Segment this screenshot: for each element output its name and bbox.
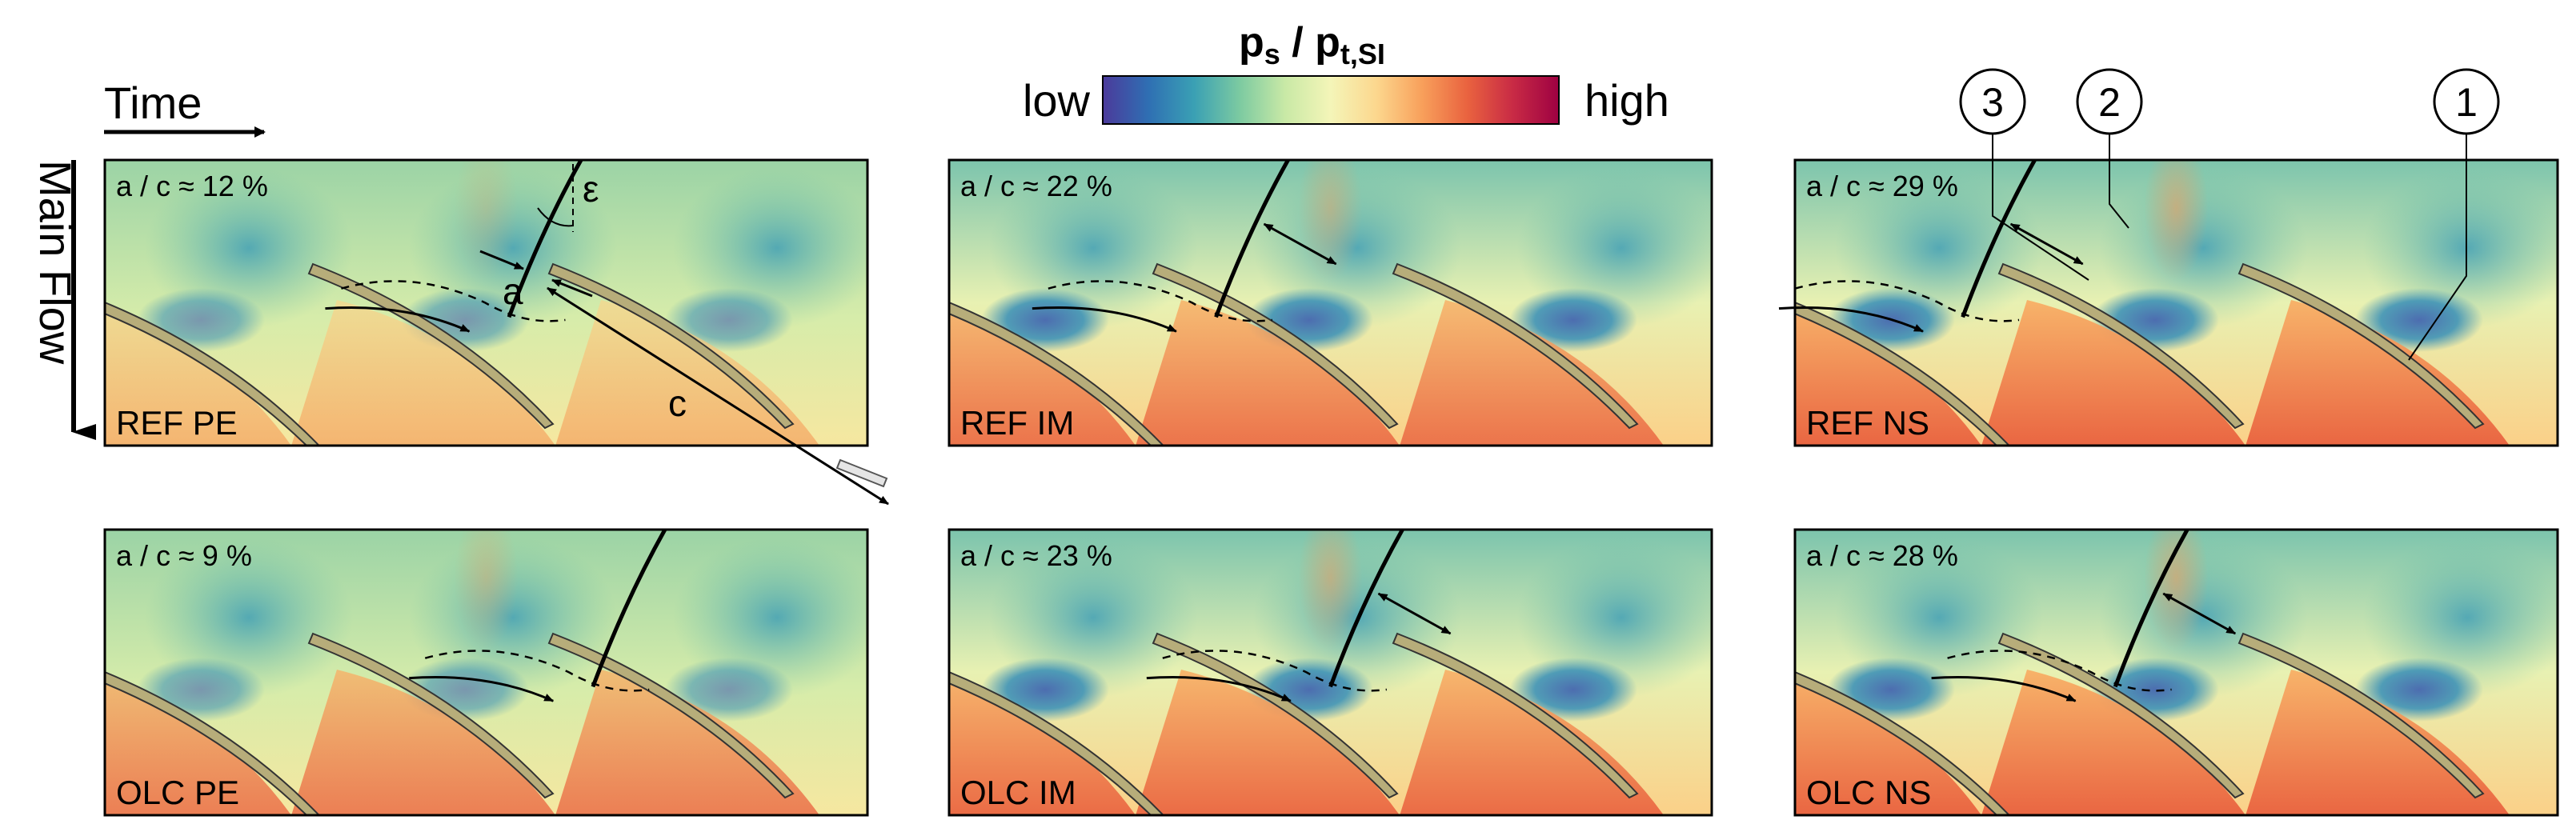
a-arrow-left	[479, 250, 524, 270]
separation-line	[1794, 280, 2020, 322]
flow-field	[105, 530, 867, 815]
panel-frame	[103, 528, 869, 817]
colorbar-high-label: high	[1584, 75, 1669, 126]
blade-tip-marker	[835, 458, 888, 488]
panels: a / c ≈ 12 %REF PEa / c ≈ 22 %REF IMa / …	[103, 158, 2559, 817]
standoff-double-arrow	[1263, 222, 1337, 266]
blade	[2237, 632, 2485, 799]
blade	[1795, 301, 2011, 446]
callout-2: 2	[2076, 68, 2143, 229]
svg-text:3: 3	[1981, 80, 2004, 125]
svg-text:2: 2	[2098, 80, 2121, 125]
panel-ref-pe: a / c ≈ 12 % REF PE	[103, 158, 869, 447]
panel-frame	[1793, 158, 2559, 447]
panel-olc-pe: a / c ≈ 9 % OLC PE	[103, 528, 869, 817]
colorbar-gradient	[1102, 75, 1560, 125]
epsilon-symbol: ε	[583, 168, 599, 210]
shock-line	[591, 528, 667, 688]
blade	[307, 632, 555, 799]
flow-streamline-arrow	[1146, 675, 1292, 702]
shock-line	[1961, 158, 2037, 318]
panel-ratio: a / c ≈ 23 %	[960, 539, 1112, 572]
blade	[1152, 632, 1399, 799]
panel-label: OLC NS	[1806, 774, 1931, 811]
blade	[949, 301, 1165, 446]
separation-line	[1947, 650, 2172, 692]
blade	[105, 301, 321, 446]
panel-ratio: a / c ≈ 29 %	[1806, 170, 1958, 202]
panel-ratio: a / c ≈ 22 %	[960, 170, 1112, 202]
blade	[2237, 262, 2485, 430]
separation-line	[341, 280, 566, 322]
blade	[1392, 632, 1639, 799]
flow-streamline-arrow	[1778, 306, 1924, 333]
svg-text:1: 1	[2455, 80, 2478, 125]
blade	[1392, 262, 1639, 430]
callout-1: 1	[2408, 68, 2500, 361]
panel-ratio: a / c ≈ 28 %	[1806, 539, 1958, 572]
a-symbol: a	[503, 270, 523, 312]
callout-3: 3	[1959, 68, 2089, 281]
blade	[105, 670, 321, 815]
flow-field	[1795, 160, 2558, 446]
blade	[1997, 632, 2245, 799]
flow-axis: Main Flow	[30, 160, 96, 440]
panel-ref-im: a / c ≈ 22 % REF IM	[947, 158, 1713, 447]
blade	[547, 632, 795, 799]
standoff-double-arrow	[2162, 592, 2237, 635]
chord-c-dimension	[547, 286, 889, 506]
shock-line	[2113, 528, 2189, 688]
panel-ref-ns: a / c ≈ 29 % REF NS	[1778, 158, 2559, 447]
panel-frame	[947, 528, 1713, 817]
colorbar-low-label: low	[1023, 75, 1091, 126]
standoff-double-arrow	[1377, 592, 1452, 635]
panel-olc-im: a / c ≈ 23 % OLC IM	[947, 528, 1713, 817]
blade	[1997, 262, 2245, 430]
flow-field	[1795, 530, 2558, 815]
time-axis: Time	[104, 78, 266, 138]
panel-label: OLC IM	[960, 774, 1076, 811]
shock-line	[1328, 528, 1404, 688]
panel-ratio: a / c ≈ 9 %	[116, 539, 252, 572]
c-symbol: c	[668, 382, 687, 424]
panel-label: REF PE	[116, 404, 238, 442]
panel-label: REF NS	[1806, 404, 1929, 442]
time-label: Time	[104, 78, 202, 128]
ref-pe-annotations: ε a c	[479, 164, 889, 506]
shock-line	[507, 158, 583, 318]
blade	[1152, 262, 1399, 430]
panel-frame	[947, 158, 1713, 447]
panel-label: REF IM	[960, 404, 1074, 442]
epsilon-angle-arc	[537, 207, 574, 227]
callouts: 3 2 1	[1959, 68, 2500, 361]
panel-ratio: a / c ≈ 12 %	[116, 170, 268, 202]
flow-streamline-arrow	[1032, 306, 1177, 333]
separation-line	[1162, 650, 1388, 692]
colorbar-title: ps / pt,SI	[1239, 19, 1385, 70]
flow-field	[949, 160, 1712, 446]
blade	[949, 670, 1165, 815]
flow-streamline-arrow	[325, 306, 471, 333]
flow-field	[949, 530, 1712, 815]
blade	[1795, 670, 2011, 815]
colorbar: ps / pt,SI low high	[1023, 19, 1669, 126]
panel-label: OLC PE	[116, 774, 239, 811]
separation-line	[424, 650, 650, 692]
panel-olc-ns: a / c ≈ 28 % OLC NS	[1793, 528, 2559, 817]
standoff-double-arrow	[2009, 222, 2084, 266]
flow-streamline-arrow	[1931, 675, 2077, 702]
separation-line	[1048, 280, 1273, 322]
flow-streamline-arrow	[409, 675, 555, 702]
panel-frame	[1793, 528, 2559, 817]
shock-line	[1214, 158, 1290, 318]
